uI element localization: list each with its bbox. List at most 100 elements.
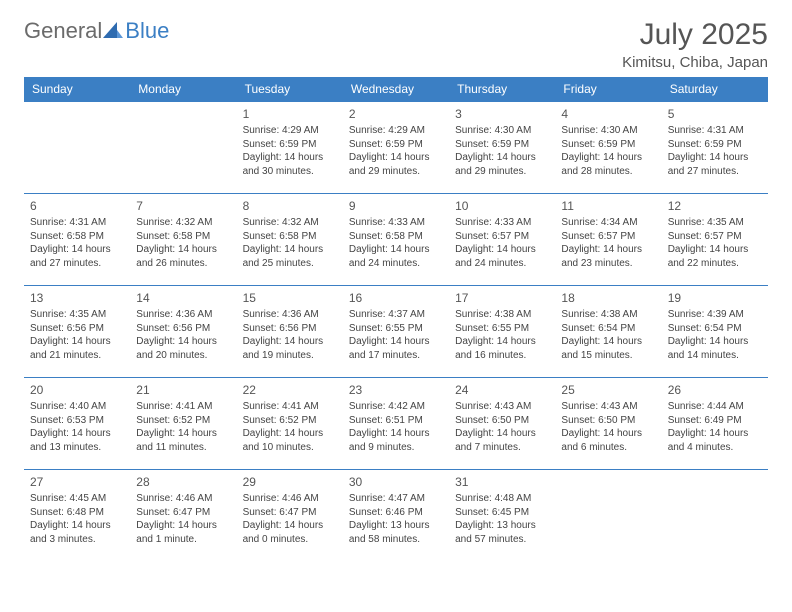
calendar-week: 20Sunrise: 4:40 AMSunset: 6:53 PMDayligh… <box>24 378 768 470</box>
calendar-day: 5Sunrise: 4:31 AMSunset: 6:59 PMDaylight… <box>662 102 768 194</box>
calendar-week: 13Sunrise: 4:35 AMSunset: 6:56 PMDayligh… <box>24 286 768 378</box>
daylight-line: Daylight: 14 hours and 10 minutes. <box>243 427 337 454</box>
calendar-day: 11Sunrise: 4:34 AMSunset: 6:57 PMDayligh… <box>555 194 661 286</box>
sunrise-line: Sunrise: 4:46 AM <box>243 492 337 506</box>
calendar-day: 12Sunrise: 4:35 AMSunset: 6:57 PMDayligh… <box>662 194 768 286</box>
calendar-day: 19Sunrise: 4:39 AMSunset: 6:54 PMDayligh… <box>662 286 768 378</box>
day-number: 26 <box>668 382 762 398</box>
sunrise-line: Sunrise: 4:34 AM <box>561 216 655 230</box>
daylight-line: Daylight: 14 hours and 0 minutes. <box>243 519 337 546</box>
sunrise-line: Sunrise: 4:39 AM <box>668 308 762 322</box>
sunrise-line: Sunrise: 4:41 AM <box>243 400 337 414</box>
day-header: Friday <box>555 77 661 102</box>
day-number: 1 <box>243 106 337 122</box>
daylight-line: Daylight: 14 hours and 25 minutes. <box>243 243 337 270</box>
sunset-line: Sunset: 6:57 PM <box>668 230 762 244</box>
daylight-line: Daylight: 14 hours and 29 minutes. <box>455 151 549 178</box>
calendar-day: 20Sunrise: 4:40 AMSunset: 6:53 PMDayligh… <box>24 378 130 470</box>
brand-logo: General Blue <box>24 18 169 44</box>
calendar-day: 26Sunrise: 4:44 AMSunset: 6:49 PMDayligh… <box>662 378 768 470</box>
calendar-day: 9Sunrise: 4:33 AMSunset: 6:58 PMDaylight… <box>343 194 449 286</box>
daylight-line: Daylight: 14 hours and 19 minutes. <box>243 335 337 362</box>
day-header: Wednesday <box>343 77 449 102</box>
sunrise-line: Sunrise: 4:38 AM <box>561 308 655 322</box>
calendar-day: 27Sunrise: 4:45 AMSunset: 6:48 PMDayligh… <box>24 470 130 562</box>
calendar-week: 6Sunrise: 4:31 AMSunset: 6:58 PMDaylight… <box>24 194 768 286</box>
calendar-day: 1 Sunrise: 4:29 AMSunset: 6:59 PMDaylight… <box>237 102 343 194</box>
day-number: 4 <box>561 106 655 122</box>
sunset-line: Sunset: 6:56 PM <box>243 322 337 336</box>
day-number: 21 <box>136 382 230 398</box>
calendar-day: 30Sunrise: 4:47 AMSunset: 6:46 PMDayligh… <box>343 470 449 562</box>
daylight-line: Daylight: 14 hours and 17 minutes. <box>349 335 443 362</box>
day-number: 11 <box>561 198 655 214</box>
day-number: 8 <box>243 198 337 214</box>
day-number: 25 <box>561 382 655 398</box>
sunrise-line: Sunrise: 4:44 AM <box>668 400 762 414</box>
daylight-line: Daylight: 14 hours and 11 minutes. <box>136 427 230 454</box>
daylight-line: Daylight: 13 hours and 57 minutes. <box>455 519 549 546</box>
daylight-line: Daylight: 14 hours and 20 minutes. <box>136 335 230 362</box>
sunrise-line: Sunrise: 4:45 AM <box>30 492 124 506</box>
sunrise-line: Sunrise: 4:29 AM <box>349 124 443 138</box>
calendar-day: 23Sunrise: 4:42 AMSunset: 6:51 PMDayligh… <box>343 378 449 470</box>
sunrise-line: Sunrise: 4:32 AM <box>243 216 337 230</box>
daylight-line: Daylight: 14 hours and 9 minutes. <box>349 427 443 454</box>
sunrise-line: Sunrise: 4:47 AM <box>349 492 443 506</box>
calendar-day: 7Sunrise: 4:32 AMSunset: 6:58 PMDaylight… <box>130 194 236 286</box>
calendar-day: 10Sunrise: 4:33 AMSunset: 6:57 PMDayligh… <box>449 194 555 286</box>
calendar-day: 24Sunrise: 4:43 AMSunset: 6:50 PMDayligh… <box>449 378 555 470</box>
sunset-line: Sunset: 6:56 PM <box>30 322 124 336</box>
sunset-line: Sunset: 6:58 PM <box>136 230 230 244</box>
calendar-day: 15Sunrise: 4:36 AMSunset: 6:56 PMDayligh… <box>237 286 343 378</box>
brand-name-1: General <box>24 18 102 44</box>
daylight-line: Daylight: 14 hours and 30 minutes. <box>243 151 337 178</box>
calendar-day: 14Sunrise: 4:36 AMSunset: 6:56 PMDayligh… <box>130 286 236 378</box>
calendar-day: 17Sunrise: 4:38 AMSunset: 6:55 PMDayligh… <box>449 286 555 378</box>
sunrise-line: Sunrise: 4:30 AM <box>455 124 549 138</box>
daylight-line: Daylight: 14 hours and 3 minutes. <box>30 519 124 546</box>
sunrise-line: Sunrise: 4:33 AM <box>455 216 549 230</box>
day-header: Sunday <box>24 77 130 102</box>
sunset-line: Sunset: 6:57 PM <box>455 230 549 244</box>
day-number: 5 <box>668 106 762 122</box>
day-header: Tuesday <box>237 77 343 102</box>
calendar-head: SundayMondayTuesdayWednesdayThursdayFrid… <box>24 77 768 102</box>
day-number: 18 <box>561 290 655 306</box>
calendar-day-empty <box>662 470 768 562</box>
daylight-line: Daylight: 14 hours and 27 minutes. <box>668 151 762 178</box>
month-title: July 2025 <box>622 18 768 52</box>
daylight-line: Daylight: 14 hours and 7 minutes. <box>455 427 549 454</box>
calendar-day: 6Sunrise: 4:31 AMSunset: 6:58 PMDaylight… <box>24 194 130 286</box>
day-number: 23 <box>349 382 443 398</box>
day-number: 10 <box>455 198 549 214</box>
sunset-line: Sunset: 6:49 PM <box>668 414 762 428</box>
sunrise-line: Sunrise: 4:33 AM <box>349 216 443 230</box>
calendar-day: 25Sunrise: 4:43 AMSunset: 6:50 PMDayligh… <box>555 378 661 470</box>
calendar-day: 21Sunrise: 4:41 AMSunset: 6:52 PMDayligh… <box>130 378 236 470</box>
daylight-line: Daylight: 14 hours and 29 minutes. <box>349 151 443 178</box>
day-header: Thursday <box>449 77 555 102</box>
location-text: Kimitsu, Chiba, Japan <box>622 54 768 71</box>
day-number: 15 <box>243 290 337 306</box>
day-number: 13 <box>30 290 124 306</box>
calendar-day: 4Sunrise: 4:30 AMSunset: 6:59 PMDaylight… <box>555 102 661 194</box>
calendar-day-empty <box>130 102 236 194</box>
calendar-day-empty <box>24 102 130 194</box>
calendar-week: 1Sunrise: 4:29 AMSunset: 6:59 PMDaylight… <box>24 102 768 194</box>
sunset-line: Sunset: 6:58 PM <box>30 230 124 244</box>
sunrise-line: Sunrise: 4:29 AM <box>243 124 337 138</box>
sunset-line: Sunset: 6:54 PM <box>668 322 762 336</box>
sunrise-line: Sunrise: 4:42 AM <box>349 400 443 414</box>
sunset-line: Sunset: 6:50 PM <box>455 414 549 428</box>
daylight-line: Daylight: 14 hours and 16 minutes. <box>455 335 549 362</box>
sunrise-line: Sunrise: 4:31 AM <box>668 124 762 138</box>
day-number: 2 <box>349 106 443 122</box>
sunset-line: Sunset: 6:59 PM <box>455 138 549 152</box>
sunset-line: Sunset: 6:59 PM <box>243 138 337 152</box>
sunset-line: Sunset: 6:56 PM <box>136 322 230 336</box>
sunset-line: Sunset: 6:46 PM <box>349 506 443 520</box>
sunset-line: Sunset: 6:45 PM <box>455 506 549 520</box>
sunrise-line: Sunrise: 4:43 AM <box>561 400 655 414</box>
day-number: 19 <box>668 290 762 306</box>
